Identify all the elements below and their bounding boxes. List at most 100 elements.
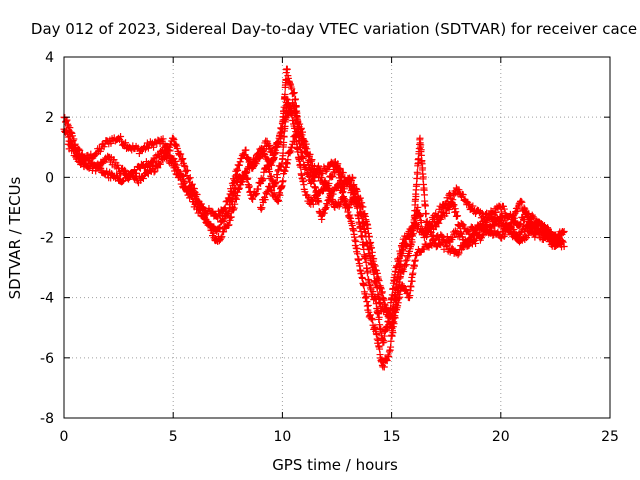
data-point-fill (365, 232, 373, 240)
data-point-fill (463, 226, 471, 234)
data-point-fill (173, 144, 181, 152)
data-point-fill (267, 145, 275, 153)
data-point-fill (272, 179, 280, 187)
y-tick-label: -4 (40, 291, 54, 307)
chart-title: Day 012 of 2023, Sidereal Day-to-day VTE… (31, 20, 637, 38)
data-point-fill (380, 338, 388, 346)
data-point-fill (309, 200, 317, 208)
data-point (560, 243, 568, 251)
data-point-fill (559, 238, 567, 246)
data-point-fill (271, 192, 279, 200)
data-point-fill (277, 162, 285, 170)
data-point-fill (465, 230, 473, 238)
data-point-fill (315, 198, 323, 206)
data-point-fill (214, 225, 222, 233)
data-point-fill (403, 256, 411, 264)
data-point-fill (121, 166, 129, 174)
data-point-fill (220, 217, 228, 225)
data-point-fill (170, 164, 178, 172)
data-point-fill (360, 282, 368, 290)
data-point-fill (417, 219, 425, 227)
data-point-fill (163, 152, 171, 160)
data-point-fill (408, 238, 416, 246)
data-point-fill (188, 180, 196, 188)
y-tick-label: -2 (40, 231, 54, 247)
data-point (523, 212, 531, 220)
data-point-fill (455, 249, 463, 257)
data-point-fill (132, 169, 140, 177)
data-point-fill (517, 197, 525, 205)
data-point-fill (280, 133, 288, 141)
data-point-fill (170, 136, 178, 144)
data-point-fill (364, 301, 372, 309)
data-point-fill (370, 324, 378, 332)
data-point-fill (388, 325, 396, 333)
data-point-fill (353, 187, 361, 195)
data-point-fill (435, 219, 443, 227)
data-point-fill (197, 207, 204, 215)
data-point-fill (117, 169, 125, 177)
data-point-fill (193, 202, 201, 210)
data-point-fill (413, 180, 421, 188)
data-point-fill (283, 65, 291, 73)
data-point-fill (323, 200, 331, 208)
data-point-fill (459, 191, 467, 199)
data-point-fill (276, 191, 284, 199)
data-point-fill (217, 234, 225, 242)
data-point-fill (225, 221, 233, 229)
data-point-fill (469, 202, 477, 210)
data-point-fill (239, 150, 247, 158)
data-point-fill (454, 212, 462, 220)
data-point-fill (251, 191, 259, 199)
data-point-fill (129, 173, 137, 181)
data-point-fill (558, 237, 566, 245)
data-point-fill (346, 211, 354, 219)
data-point (335, 179, 343, 187)
data-point-fill (520, 204, 528, 212)
data-point-fill (228, 198, 236, 206)
data-point-fill (402, 261, 410, 269)
data-point-fill (248, 163, 256, 171)
data-point-fill (63, 116, 71, 124)
data-point-fill (368, 244, 376, 252)
data-point (414, 203, 422, 211)
data-point-fill (412, 193, 420, 201)
data-point-fill (193, 190, 201, 198)
data-point-fill (251, 156, 259, 164)
data-point-fill (151, 157, 159, 165)
data-point-fill (402, 241, 410, 249)
data-point (497, 234, 505, 241)
chart-series-points (60, 65, 568, 371)
data-point-fill (317, 174, 325, 182)
data-point-fill (218, 216, 226, 224)
data-point-fill (438, 232, 446, 240)
data-point-fill (259, 175, 267, 183)
data-point-fill (181, 163, 189, 171)
data-point-fill (481, 223, 489, 231)
data-point-fill (472, 239, 480, 247)
data-point-fill (303, 150, 311, 158)
data-point-fill (279, 177, 287, 185)
data-point-fill (375, 313, 383, 321)
data-point (508, 218, 516, 226)
data-point-fill (185, 186, 193, 194)
data-point-fill (272, 178, 280, 186)
data-point-fill (259, 176, 267, 184)
data-point-fill (501, 231, 509, 239)
data-point-fill (445, 205, 453, 213)
data-point-fill (186, 174, 194, 182)
data-point-fill (468, 240, 476, 248)
data-point-fill (236, 158, 244, 166)
data-point-fill (83, 163, 91, 171)
data-point-fill (467, 235, 475, 243)
data-point-fill (323, 201, 331, 209)
data-point-fill (313, 191, 321, 198)
data-point-fill (270, 154, 278, 162)
data-point-fill (119, 177, 127, 185)
data-point-fill (358, 232, 366, 240)
data-point-fill (448, 244, 456, 252)
data-point-fill (345, 203, 353, 211)
data-point-fill (364, 267, 372, 275)
data-point-fill (245, 182, 253, 190)
